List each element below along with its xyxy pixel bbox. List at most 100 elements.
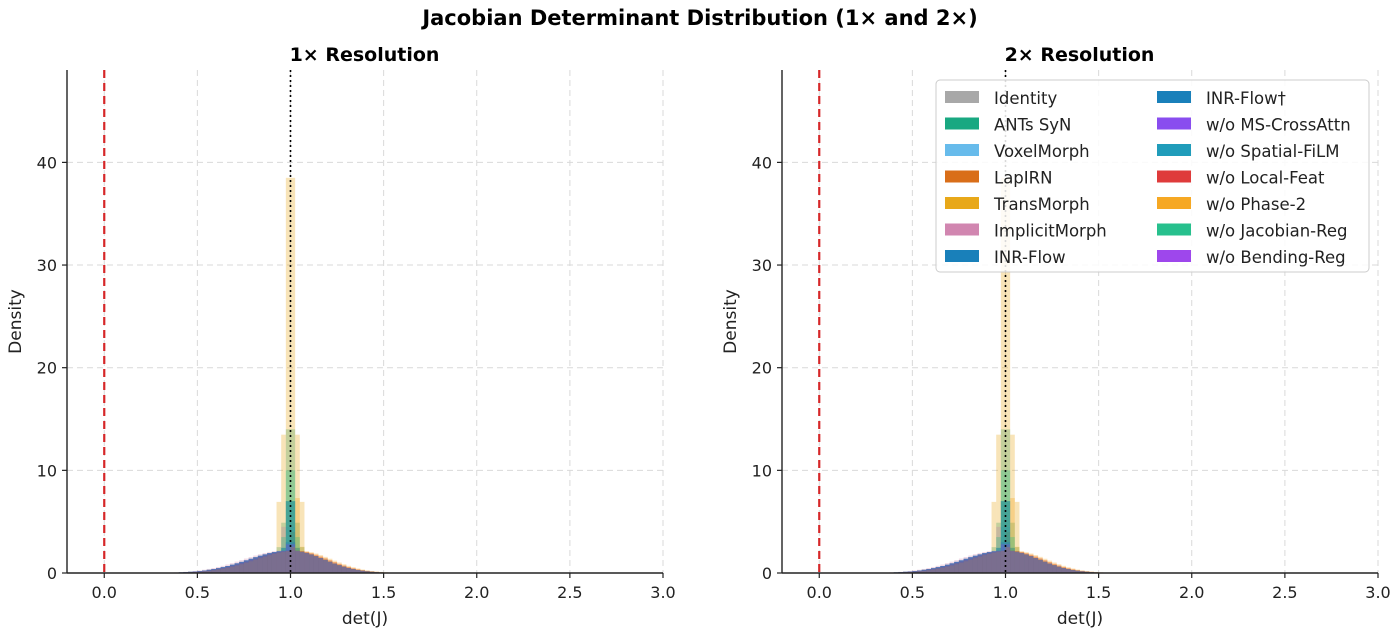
histogram-bar	[299, 551, 305, 573]
histogram-bar	[225, 566, 230, 573]
histogram-bar	[313, 556, 319, 573]
histogram-bar	[1010, 550, 1015, 573]
histogram-bar	[982, 553, 987, 573]
histogram-bar	[262, 554, 268, 573]
histogram-bar	[991, 547, 997, 573]
histogram-bar	[982, 553, 987, 573]
histogram-bar	[313, 556, 319, 573]
histogram-bar	[944, 563, 950, 573]
x-axis-label: det(J)	[1057, 609, 1103, 629]
histogram-bar	[1024, 554, 1029, 573]
histogram-bar	[225, 566, 230, 573]
histogram-bar	[216, 569, 221, 573]
histogram-bar	[1014, 551, 1020, 573]
histogram-bar	[206, 569, 212, 573]
histogram-bar	[253, 557, 258, 573]
histogram-bar	[248, 558, 254, 573]
histogram-bar	[1038, 559, 1043, 573]
histogram-bar	[954, 561, 959, 573]
histogram-bar	[940, 566, 945, 573]
histogram-bar	[1038, 558, 1043, 573]
histogram-bar	[977, 556, 983, 573]
histogram-bar	[206, 569, 212, 573]
histogram-bar	[337, 563, 342, 573]
histogram-bars	[875, 177, 1118, 574]
histogram-bar	[346, 567, 352, 573]
histogram-bar	[229, 566, 235, 573]
histogram-bar	[917, 570, 922, 573]
histogram-bar	[327, 561, 333, 573]
histogram-bar	[958, 560, 964, 573]
histogram-bar	[337, 565, 342, 573]
histogram-bar	[276, 551, 282, 573]
histogram-bar	[202, 570, 207, 573]
histogram-bar	[211, 569, 216, 573]
histogram-bar	[1047, 563, 1053, 573]
histogram-bar	[1038, 559, 1043, 573]
histogram-bar	[991, 551, 997, 573]
histogram-bar	[248, 558, 254, 573]
histogram-bar	[341, 565, 347, 573]
histogram-bar	[197, 571, 203, 573]
histogram-bar	[304, 552, 310, 573]
histogram-bar	[351, 569, 356, 573]
histogram-bar	[963, 558, 969, 573]
histogram-bar	[276, 551, 282, 573]
histogram-bar	[1070, 570, 1076, 573]
histogram-bar	[192, 571, 198, 573]
histogram-bar	[1047, 565, 1053, 573]
histogram-bar	[1066, 569, 1071, 573]
histogram-bar	[1010, 537, 1015, 573]
histogram-bar	[935, 567, 941, 573]
histogram-bar	[341, 566, 347, 573]
histogram-bar	[1028, 556, 1034, 573]
histogram-bar	[262, 554, 268, 573]
histogram-bar	[281, 434, 286, 573]
histogram-bar	[1070, 568, 1076, 573]
histogram-bar	[907, 571, 913, 573]
histogram-bar	[299, 551, 305, 573]
histogram-bar	[982, 553, 987, 573]
histogram-bar	[1000, 429, 1006, 573]
histogram-bar	[1019, 552, 1025, 573]
histogram-bar	[239, 561, 244, 573]
histogram-bar	[940, 566, 945, 573]
histogram-bar	[351, 568, 356, 573]
histogram-bar	[963, 556, 969, 573]
histogram-bar	[346, 567, 352, 573]
histogram-bar	[323, 559, 328, 573]
histogram-bar	[262, 556, 268, 573]
histogram-bar	[1005, 531, 1011, 573]
histogram-bar	[341, 566, 347, 573]
histogram-bar	[304, 552, 310, 573]
histogram-bar	[309, 554, 314, 573]
histogram-bar	[921, 569, 927, 573]
y-tick-label: 10	[752, 461, 772, 480]
histogram-bar	[986, 552, 992, 573]
histogram-bar	[285, 429, 291, 573]
histogram-bar	[206, 569, 212, 573]
histogram-bar	[271, 552, 277, 573]
histogram-bar	[1028, 556, 1034, 573]
histogram-bar	[332, 563, 338, 573]
histogram-bar	[267, 553, 272, 573]
histogram-bar	[1084, 571, 1090, 573]
histogram-bar	[332, 563, 338, 573]
histogram-bar	[1042, 561, 1048, 573]
histogram-bar	[991, 551, 997, 573]
histogram-bar	[949, 563, 955, 573]
histogram-bar	[253, 555, 258, 573]
histogram-bar	[332, 563, 338, 573]
histogram-bar	[309, 554, 314, 573]
histogram-bar	[1038, 559, 1043, 573]
histogram-bar	[257, 558, 263, 573]
histogram-bar	[225, 566, 230, 573]
histogram-bar	[257, 556, 263, 573]
histogram-bar	[351, 568, 356, 573]
histogram-bar	[365, 571, 370, 573]
histogram-bar	[365, 570, 370, 573]
histogram-bar	[1024, 553, 1029, 573]
histogram-bar	[917, 570, 922, 573]
histogram-bar	[1019, 552, 1025, 573]
